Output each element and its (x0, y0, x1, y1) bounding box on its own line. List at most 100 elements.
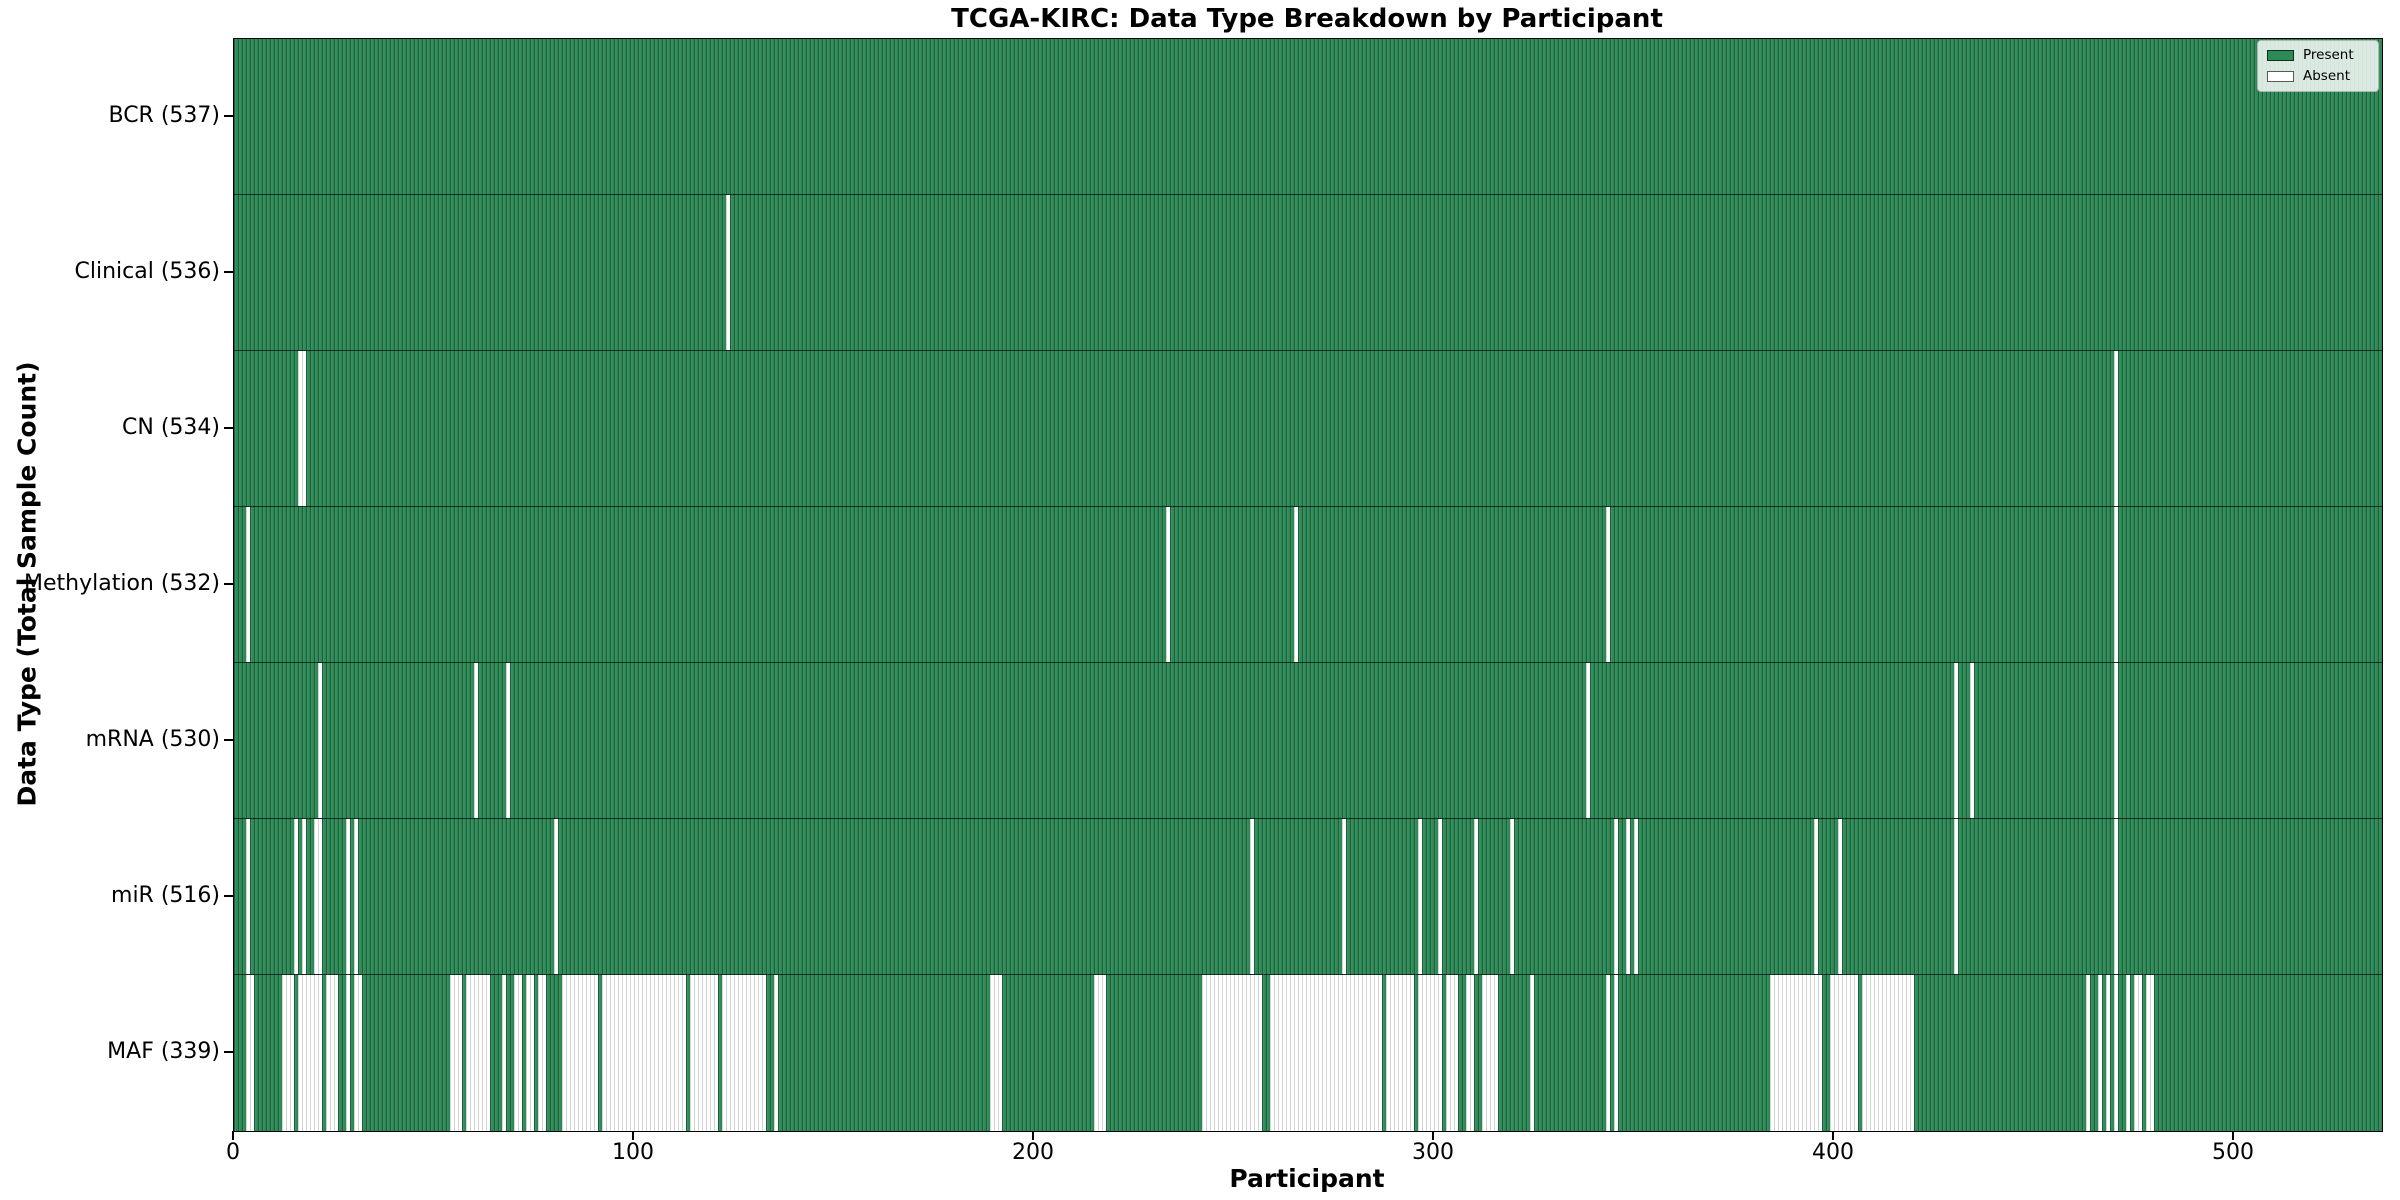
absent-segment (1474, 819, 1478, 974)
y-tick-label: CN (534) (122, 415, 220, 440)
y-tick-mark (224, 895, 233, 897)
absent-segment (774, 975, 778, 1131)
absent-segment (2146, 975, 2154, 1131)
absent-segment (354, 975, 362, 1131)
y-tick-mark (224, 739, 233, 741)
absent-segment (602, 975, 686, 1131)
absent-segment (1342, 819, 1346, 974)
absent-segment (1634, 819, 1638, 974)
absent-segment (1530, 975, 1534, 1131)
row-MAF (234, 975, 2382, 1131)
absent-segment (726, 195, 730, 350)
chart-title: TCGA-KIRC: Data Type Breakdown by Partic… (951, 4, 1663, 34)
absent-segment (1094, 975, 1106, 1131)
absent-segment (990, 975, 1002, 1131)
plot-area (233, 38, 2383, 1132)
absent-segment (354, 819, 358, 974)
absent-segment (1446, 975, 1458, 1131)
absent-segment (2114, 351, 2118, 506)
absent-segment (1586, 663, 1590, 818)
y-tick-mark (224, 115, 233, 117)
absent-segment (1202, 975, 1262, 1131)
x-axis-label: Participant (1229, 1164, 1385, 1193)
absent-segment (294, 819, 298, 974)
absent-segment (554, 819, 558, 974)
absent-segment (506, 663, 510, 818)
absent-segment (326, 975, 338, 1131)
row-CN (234, 351, 2382, 507)
row-BCR (234, 39, 2382, 195)
legend-item-absent: Absent (2267, 69, 2369, 84)
legend-absent-swatch (2267, 71, 2294, 82)
absent-segment (474, 663, 478, 818)
absent-segment (1614, 975, 1618, 1131)
y-tick-mark (224, 427, 233, 429)
x-tick-label: 300 (1412, 1140, 1454, 1165)
x-tick-label: 0 (226, 1140, 240, 1165)
x-tick-mark (1432, 1131, 1434, 1140)
x-tick-mark (632, 1131, 634, 1140)
absent-segment (1838, 819, 1842, 974)
absent-segment (1418, 975, 1442, 1131)
absent-segment (514, 975, 522, 1131)
absent-segment (502, 975, 506, 1131)
absent-segment (466, 975, 490, 1131)
absent-segment (690, 975, 718, 1131)
absent-segment (346, 819, 350, 974)
absent-segment (314, 819, 322, 974)
y-tick-mark (224, 271, 233, 273)
row-Clinical (234, 195, 2382, 351)
absent-segment (1954, 819, 1958, 974)
absent-segment (246, 819, 250, 974)
x-tick-mark (1832, 1131, 1834, 1140)
absent-segment (1166, 507, 1170, 662)
legend-absent-label: Absent (2303, 68, 2350, 84)
absent-segment (246, 507, 250, 662)
absent-segment (1418, 819, 1422, 974)
x-tick-label: 400 (1812, 1140, 1854, 1165)
absent-segment (1954, 663, 1958, 818)
row-miR (234, 819, 2382, 975)
absent-segment (1830, 975, 1858, 1131)
absent-segment (2126, 975, 2130, 1131)
y-tick-label: mRNA (530) (85, 727, 220, 752)
absent-segment (722, 975, 766, 1131)
absent-segment (2086, 975, 2090, 1131)
legend-present-label: Present (2303, 47, 2354, 63)
absent-segment (2106, 975, 2110, 1131)
absent-segment (2098, 975, 2102, 1131)
absent-segment (246, 975, 254, 1131)
absent-segment (1606, 975, 1610, 1131)
absent-segment (1970, 663, 1974, 818)
absent-segment (1270, 975, 1382, 1131)
y-tick-label: Clinical (536) (74, 259, 220, 284)
legend: Present Absent (2257, 40, 2379, 92)
x-tick-mark (2232, 1131, 2234, 1140)
absent-segment (538, 975, 546, 1131)
y-tick-label: Methylation (532) (24, 571, 220, 596)
absent-segment (1770, 975, 1822, 1131)
absent-segment (526, 975, 534, 1131)
absent-segment (298, 351, 306, 506)
absent-segment (282, 975, 294, 1131)
absent-segment (1386, 975, 1414, 1131)
absent-segment (2114, 507, 2118, 662)
absent-segment (450, 975, 462, 1131)
y-tick-label: miR (516) (111, 883, 220, 908)
absent-segment (298, 975, 322, 1131)
absent-segment (1466, 975, 1474, 1131)
absent-segment (346, 975, 350, 1131)
absent-segment (1614, 819, 1618, 974)
absent-segment (1814, 819, 1818, 974)
absent-segment (1862, 975, 1914, 1131)
absent-segment (1294, 507, 1298, 662)
y-tick-label: BCR (537) (108, 103, 220, 128)
row-Methylation (234, 507, 2382, 663)
absent-segment (1438, 819, 1442, 974)
absent-segment (1250, 819, 1254, 974)
x-tick-mark (1032, 1131, 1034, 1140)
absent-segment (2134, 975, 2142, 1131)
y-tick-label: MAF (339) (107, 1039, 220, 1064)
y-tick-mark (224, 583, 233, 585)
